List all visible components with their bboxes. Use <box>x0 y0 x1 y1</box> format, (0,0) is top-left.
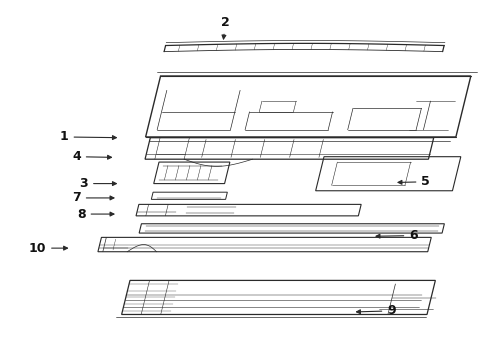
Text: 7: 7 <box>72 192 114 204</box>
Text: 8: 8 <box>77 208 114 221</box>
Text: 2: 2 <box>221 16 230 39</box>
Text: 10: 10 <box>28 242 68 255</box>
Text: 6: 6 <box>376 229 418 242</box>
Text: 3: 3 <box>79 177 117 190</box>
Text: 4: 4 <box>72 150 112 163</box>
Text: 5: 5 <box>398 175 430 188</box>
Text: 1: 1 <box>60 130 117 144</box>
Text: 9: 9 <box>357 305 396 318</box>
